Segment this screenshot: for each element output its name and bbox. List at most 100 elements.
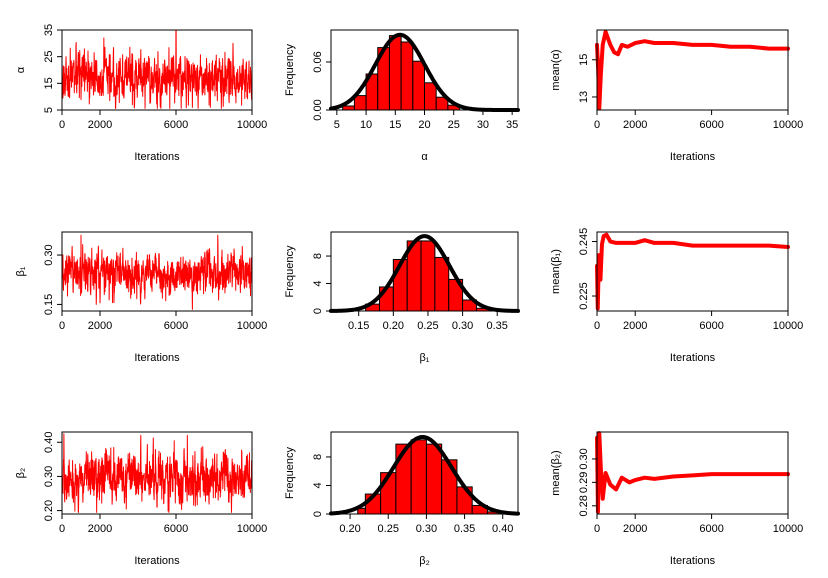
panel-trace-beta2: 0 2000 6000 10000 Iterations 0.20 0.30 0.40 β₂ [15, 431, 268, 567]
x-tick-label: 2000 [623, 523, 647, 535]
y-tick-label: 5 [43, 107, 55, 113]
x-tick-label: 0.15 [348, 320, 369, 332]
histogram-bar [425, 443, 443, 515]
trace-line [61, 234, 253, 310]
x-tick-label: 6000 [164, 320, 188, 332]
panel-histogram-beta1: 0.15 0.20 0.25 0.30 0.35 β₁ 0 4 8 Frequency [284, 231, 520, 364]
x-tick-label: 0.20 [383, 320, 404, 332]
histogram-bar [353, 95, 367, 111]
panel-trace-beta1: 0 2000 6000 10000 Iterations 0.15 0.30 β₁ [15, 231, 268, 364]
x-tick-label: 0.30 [416, 523, 437, 535]
x-tick-label: 0 [594, 119, 600, 131]
x-axis-label: Iterations [134, 352, 180, 364]
y-axis-label: β₁ [15, 266, 27, 276]
y-tick-label: 0.29 [578, 472, 590, 493]
x-tick-label: 0.30 [452, 320, 473, 332]
x-tick-label: 6000 [164, 523, 188, 535]
x-tick-label: 2000 [88, 523, 112, 535]
x-tick-label: 15 [389, 119, 401, 131]
histogram-bar [441, 459, 458, 515]
running-mean-line [595, 232, 790, 311]
x-tick-label: 0.40 [492, 523, 513, 535]
panel-trace-alpha: 0 2000 6000 10000 Iterations 5 15 25 35 α [15, 24, 267, 163]
y-axis-label: α [15, 66, 27, 73]
y-tick-label: 0.20 [43, 500, 55, 521]
plot-frame [330, 231, 519, 312]
y-axis-label: mean(β₁) [550, 249, 562, 294]
x-tick-label: 10000 [773, 320, 804, 332]
x-tick-label: 0 [594, 320, 600, 332]
x-tick-label: 0.25 [417, 320, 438, 332]
y-tick-label: 25 [43, 51, 55, 63]
histogram-bar [400, 41, 414, 111]
x-tick-label: 10000 [237, 523, 268, 535]
x-tick-label: 0 [59, 119, 65, 131]
x-tick-label: 6000 [699, 523, 723, 535]
histogram-bar [410, 439, 427, 515]
y-axis-label: Frequency [284, 44, 296, 96]
x-tick-label: 6000 [164, 119, 188, 131]
y-tick-label: 13 [578, 91, 590, 103]
x-tick-label: 0 [59, 320, 65, 332]
x-tick-label: 0.20 [339, 523, 360, 535]
x-axis-label: Iterations [134, 555, 180, 567]
x-axis-label: Iterations [670, 151, 716, 163]
x-tick-label: 0.25 [378, 523, 399, 535]
histogram-bar [342, 105, 355, 111]
plot-frame [596, 431, 789, 515]
x-tick-label: 10 [360, 119, 372, 131]
y-tick-label: 0.00 [312, 99, 324, 120]
y-axis-label: Frequency [284, 245, 296, 297]
y-axis-label: mean(α) [550, 49, 562, 90]
y-tick-label: 15 [43, 77, 55, 89]
y-axis-label: Frequency [284, 447, 296, 499]
y-tick-label: 0.15 [43, 294, 55, 315]
panel-running-mean-beta1: 0 2000 6000 10000 Iterations 0.225 0.245 mean(β… [550, 228, 803, 364]
x-tick-label: 0 [59, 523, 65, 535]
density-curve [329, 234, 520, 313]
x-tick-label: 25 [448, 119, 460, 131]
trace-line [61, 433, 253, 513]
y-tick-label: 0.30 [578, 448, 590, 469]
x-tick-label: 10000 [237, 119, 268, 131]
y-tick-label: 0.30 [43, 466, 55, 487]
y-tick-label: 0 [312, 308, 324, 314]
y-tick-label: 0.245 [578, 228, 590, 256]
y-tick-label: 0.30 [43, 244, 55, 265]
x-tick-label: 10000 [773, 119, 804, 131]
y-tick-label: 15 [578, 54, 590, 66]
plot-frame [596, 29, 789, 111]
y-tick-label: 35 [43, 24, 55, 36]
y-tick-label: 0.28 [578, 495, 590, 516]
trace-line [61, 30, 253, 109]
x-axis-label: β₁ [419, 352, 429, 364]
plot-frame [596, 231, 789, 312]
y-tick-label: 8 [312, 253, 324, 259]
x-tick-label: 10000 [237, 320, 268, 332]
panel-running-mean-alpha: 0 2000 6000 10000 Iterations 13 15 mean(α) [550, 29, 804, 163]
x-tick-label: 0.35 [487, 320, 508, 332]
running-mean-line [595, 29, 790, 111]
x-axis-label: α [421, 151, 428, 163]
y-tick-label: 4 [312, 280, 324, 286]
running-mean-line [595, 431, 790, 514]
plot-frame [330, 431, 519, 515]
y-tick-label: 0.40 [43, 432, 55, 453]
y-axis-label: β₂ [15, 468, 27, 479]
x-tick-label: 35 [506, 119, 518, 131]
x-tick-label: 2000 [88, 119, 112, 131]
histogram-bar [424, 82, 437, 111]
x-tick-label: 6000 [699, 119, 723, 131]
plot-frame [61, 431, 253, 515]
x-tick-label: 10000 [773, 523, 804, 535]
y-tick-label: 8 [312, 454, 324, 460]
y-tick-label: 0 [312, 511, 324, 517]
x-tick-label: 2000 [623, 119, 647, 131]
panel-running-mean-beta2: 0 2000 6000 10000 Iterations 0.28 0.29 0.30 mean… [550, 431, 804, 567]
y-tick-label: 4 [312, 482, 324, 488]
panel-histogram-beta2: 0.20 0.25 0.30 0.35 0.40 β₂ 0 4 8 Frequency [284, 431, 520, 567]
x-tick-label: 0 [594, 523, 600, 535]
x-tick-label: 2000 [623, 320, 647, 332]
histogram-bar [420, 240, 436, 312]
